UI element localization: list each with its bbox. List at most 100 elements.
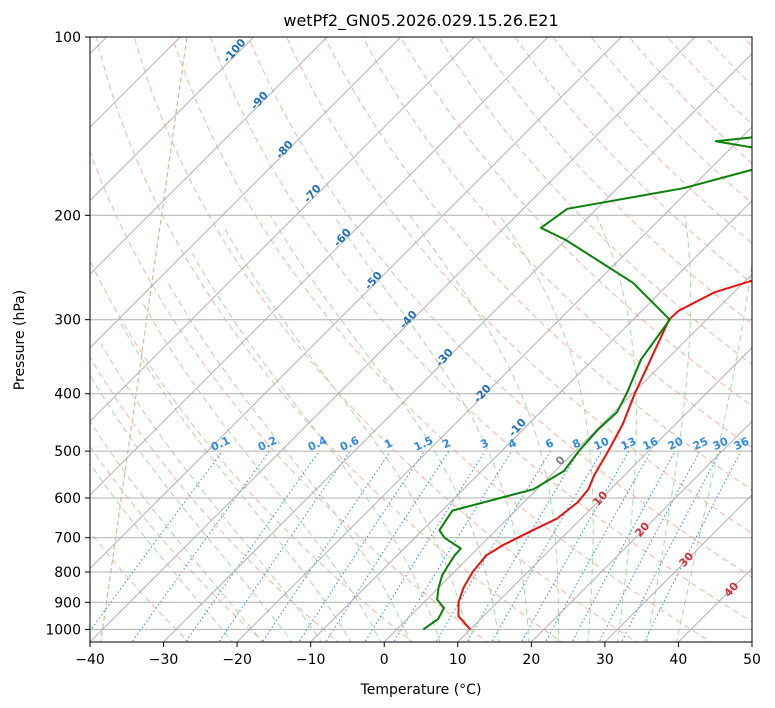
moist-adiabat-label: 30 [676, 549, 696, 569]
isotherm [90, 37, 476, 423]
dry-adiabat-label: -60 [331, 226, 354, 250]
isotherm [677, 567, 752, 642]
dry-adiabat-label: -40 [397, 308, 420, 332]
moist-adiabat [141, 301, 382, 642]
mixing-ratio-line [364, 450, 486, 642]
isotherm [751, 641, 752, 642]
isotherm [530, 420, 752, 642]
dry-adiabat [247, 37, 752, 578]
chart-title: wetPf2_GN05.2026.029.15.26.E21 [283, 11, 558, 31]
moist-adiabat [118, 319, 352, 642]
moist-adiabat-label: 20 [632, 519, 652, 539]
dry-adiabat [90, 150, 488, 642]
isotherm [90, 37, 255, 202]
moist-adiabat [333, 215, 530, 642]
dry-adiabat-label: -50 [362, 269, 385, 293]
mixing-ratio-label: 25 [691, 435, 710, 453]
dewpoint-series-line [422, 136, 752, 631]
y-tick-label: 600 [54, 491, 81, 507]
moist-adiabat [90, 420, 263, 642]
mixing-ratio-label: 4 [506, 436, 519, 451]
dry-adiabat [95, 37, 563, 642]
dry-adiabat [742, 37, 752, 47]
dry-adiabat [90, 445, 265, 642]
dry-adiabat-label: 0 [553, 453, 568, 468]
mixing-ratio-line [598, 450, 701, 642]
moist-adiabat [409, 215, 559, 642]
moist-adiabat [223, 227, 471, 642]
mixing-ratio-line [620, 450, 721, 642]
x-tick-label: 40 [670, 652, 688, 668]
plot-frame [89, 36, 753, 643]
isotherm [90, 37, 623, 570]
moist-adiabat [269, 215, 500, 642]
x-tick-label: 0 [380, 652, 389, 668]
mixing-ratio-label: 10 [592, 435, 612, 453]
isotherm [90, 37, 549, 496]
y-tick-label: 700 [54, 531, 81, 547]
x-tick-label: −30 [149, 652, 179, 668]
y-tick-label: 900 [54, 595, 81, 611]
mixing-ratio-line [393, 450, 513, 642]
isotherm [162, 52, 752, 642]
dry-adiabat-label: -10 [506, 416, 529, 440]
mixing-ratio-label: 36 [732, 435, 752, 453]
dry-adiabat [400, 37, 752, 407]
dry-adiabat [171, 37, 712, 642]
dry-adiabat [90, 259, 414, 642]
dry-adiabat [133, 37, 638, 642]
x-tick-label: −40 [75, 652, 105, 668]
isotherm [90, 37, 328, 275]
isotherm [456, 347, 752, 642]
mixing-ratio-line [571, 450, 676, 642]
moist-adiabat [646, 215, 692, 642]
isotherm [90, 37, 696, 642]
moist-adiabat [675, 260, 752, 642]
dry-adiabat-label: -70 [301, 182, 324, 206]
x-tick-label: 50 [743, 652, 761, 668]
dry-adiabat-label: -20 [471, 382, 494, 406]
dry-adiabat [438, 37, 752, 366]
mixing-ratio-line [435, 450, 551, 642]
x-tick-label: −10 [296, 652, 326, 668]
y-tick-label: 200 [54, 208, 81, 224]
y-axis-title: Pressure (hPa) [12, 290, 28, 390]
dry-adiabat [362, 37, 752, 449]
dry-adiabat [90, 531, 190, 642]
isotherm [383, 273, 752, 642]
isotherm [90, 37, 402, 349]
mixing-ratio-label: 16 [641, 435, 661, 453]
dry-adiabat [666, 37, 752, 126]
mixing-ratio-line [218, 450, 351, 642]
mixing-ratio-line [298, 450, 425, 642]
mixing-ratio-line [491, 450, 603, 642]
mixing-ratio-label: 3 [478, 436, 490, 451]
isotherm [90, 37, 181, 128]
dry-adiabat-label: -90 [248, 89, 271, 113]
y-tick-label: 100 [54, 30, 81, 46]
mixing-ratio-line [184, 450, 320, 642]
dry-adiabat [590, 37, 752, 204]
dry-adiabat-label: -30 [433, 346, 456, 370]
moist-adiabat [190, 251, 441, 642]
dry-adiabat [514, 37, 752, 284]
x-tick-label: 30 [596, 652, 614, 668]
mixing-ratio-label: 2 [440, 436, 452, 451]
mixing-ratio-label: 20 [666, 435, 686, 453]
isotherm [309, 199, 752, 642]
moist-adiabat [90, 462, 234, 642]
dry-adiabat [285, 37, 752, 534]
moist-adiabat [100, 343, 322, 642]
dry-adiabat-label: -80 [273, 138, 296, 162]
x-tick-label: 20 [522, 652, 540, 668]
y-tick-label: 500 [54, 444, 81, 460]
mixing-ratio-label: 30 [711, 435, 731, 453]
moist-adiabat [595, 215, 637, 642]
dry-adiabat [324, 37, 752, 491]
mixing-ratio-line [643, 450, 742, 642]
chart-marks: -100-90-80-70-60-50-40-30-20-10010203040… [45, 30, 761, 668]
dry-adiabat [90, 356, 339, 642]
moist-adiabat [90, 374, 293, 642]
moist-adiabat [499, 215, 594, 642]
